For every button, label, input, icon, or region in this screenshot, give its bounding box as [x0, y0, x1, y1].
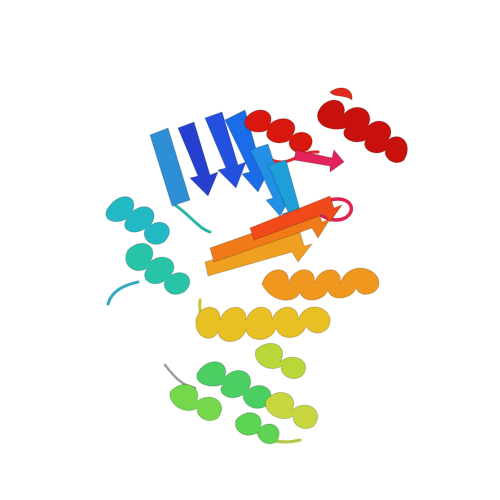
helices-red-c-terminal	[244, 87, 408, 164]
helix-red-3	[329, 87, 353, 101]
beta-strand-magenta	[293, 148, 345, 173]
helix-orange-right	[261, 267, 380, 301]
beta-strand-1	[149, 127, 191, 207]
helix-red-1	[244, 109, 313, 154]
beta-strand-orange-1	[204, 231, 314, 277]
beta-strand-2	[177, 121, 219, 197]
helix-green-2	[169, 383, 223, 422]
beta-strand-3	[204, 111, 247, 189]
n-terminal-coil	[106, 280, 140, 306]
helix-red-2	[316, 99, 408, 164]
helices-green-lower	[169, 342, 319, 445]
loop-lower-left	[163, 363, 197, 390]
beta-sheet-orange	[204, 195, 344, 277]
helix-green-5	[234, 412, 280, 445]
helix-yellowgreen-4	[264, 391, 319, 430]
loop-upper-left	[173, 203, 212, 234]
helix-cyan-1	[105, 196, 170, 245]
helix-yellow-middle	[195, 306, 331, 342]
helices-teal-left	[105, 196, 191, 295]
helix-yellowgreen-3	[254, 342, 307, 380]
beta-sheet-blue	[149, 109, 310, 229]
beta-strand-red-3	[249, 195, 344, 241]
helix-teal-2	[125, 242, 191, 295]
